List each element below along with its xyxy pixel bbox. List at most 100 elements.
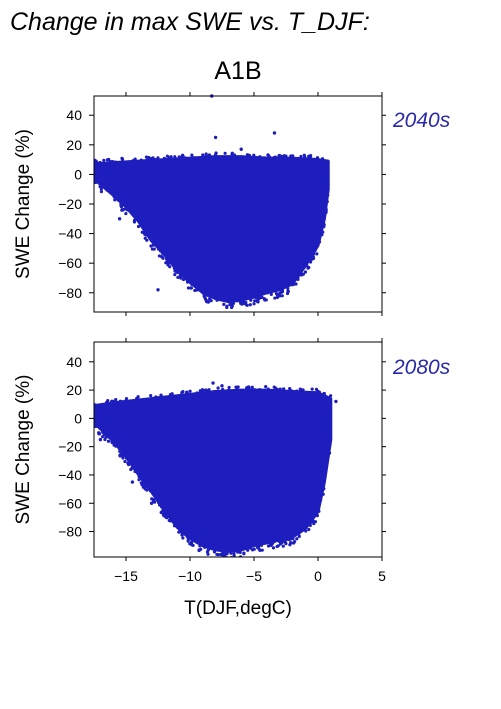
data-point [245, 303, 249, 307]
data-point [190, 543, 194, 547]
data-point [174, 269, 178, 274]
data-point [266, 291, 270, 295]
data-point [321, 230, 325, 234]
data-point [180, 531, 184, 536]
data-point [126, 461, 130, 465]
data-point [227, 385, 231, 390]
data-point [121, 208, 125, 212]
y-tick-label: −40 [58, 467, 82, 483]
y-tick-label: 40 [66, 354, 82, 370]
data-point [262, 156, 266, 160]
data-point [146, 156, 150, 160]
outlier-point [156, 288, 160, 292]
data-point [121, 456, 125, 460]
data-point [236, 550, 240, 554]
point-cloud [94, 388, 333, 553]
data-point [322, 392, 326, 396]
data-point [325, 200, 329, 204]
data-point [291, 154, 295, 158]
data-point [273, 155, 277, 159]
data-point [173, 155, 177, 159]
outlier-point [334, 399, 338, 404]
data-point [213, 153, 218, 157]
data-point [205, 293, 209, 297]
data-point [154, 158, 158, 162]
data-point [102, 431, 106, 435]
data-point [111, 440, 116, 444]
data-point [188, 389, 192, 393]
data-point [232, 153, 237, 157]
data-point [114, 397, 118, 402]
data-point [215, 298, 219, 302]
figure-title: Change in max SWE vs. T_DJF: [10, 8, 370, 36]
data-point [321, 492, 325, 496]
data-point [257, 547, 261, 551]
data-point [297, 531, 301, 535]
outlier-point [169, 246, 173, 251]
data-point [241, 301, 245, 305]
outlier-point [211, 381, 215, 385]
data-point [307, 527, 311, 532]
data-point [282, 154, 286, 158]
data-point [184, 392, 188, 396]
data-point [181, 536, 185, 540]
data-point [170, 392, 174, 396]
y-tick-label: 0 [74, 410, 82, 426]
data-point [258, 388, 262, 392]
data-point [106, 188, 110, 193]
data-point [149, 244, 153, 248]
data-point [278, 387, 282, 391]
outlier-point [220, 384, 224, 388]
data-point [119, 205, 124, 209]
data-point [195, 288, 199, 292]
data-point [278, 294, 282, 298]
data-point [151, 243, 155, 247]
data-point [137, 475, 141, 479]
data-point [258, 155, 262, 159]
data-point [162, 156, 167, 160]
period-label: 2080s [392, 356, 451, 379]
data-point [254, 295, 258, 299]
data-point [305, 263, 309, 268]
data-point [201, 388, 205, 393]
data-point [302, 153, 306, 157]
data-point [189, 286, 193, 290]
data-point [326, 193, 330, 197]
data-point [280, 294, 284, 298]
data-point [190, 153, 194, 157]
data-point [322, 487, 326, 491]
data-point [143, 236, 147, 240]
data-point [253, 299, 257, 303]
data-point [260, 295, 264, 300]
data-point [288, 387, 292, 391]
data-point [204, 390, 209, 394]
scatter-panel-2080s: 40 20 0 −20 −40 −60 −80 −15 −10 −5 0 5 SWE Change (%… [13, 338, 451, 584]
data-point [148, 489, 153, 493]
y-tick-label: 20 [66, 137, 82, 153]
data-point [198, 544, 202, 548]
data-point [266, 153, 270, 157]
data-point [113, 198, 117, 202]
data-point [99, 187, 103, 191]
data-point [162, 513, 166, 517]
data-point [97, 432, 102, 436]
data-point [160, 255, 164, 259]
data-point [304, 529, 308, 533]
data-point [277, 288, 281, 292]
data-point [317, 390, 322, 394]
data-point [315, 514, 319, 518]
data-point [238, 550, 242, 554]
data-point [168, 394, 173, 399]
data-point [144, 233, 148, 237]
data-point [204, 153, 208, 157]
data-point [266, 387, 270, 391]
data-point [203, 545, 207, 549]
data-point [252, 547, 256, 551]
data-point [207, 388, 211, 392]
data-point [257, 295, 262, 299]
data-point [123, 459, 127, 464]
data-point [242, 551, 246, 555]
y-axis-label: SWE Change (%) [13, 375, 34, 525]
data-point [319, 498, 323, 502]
